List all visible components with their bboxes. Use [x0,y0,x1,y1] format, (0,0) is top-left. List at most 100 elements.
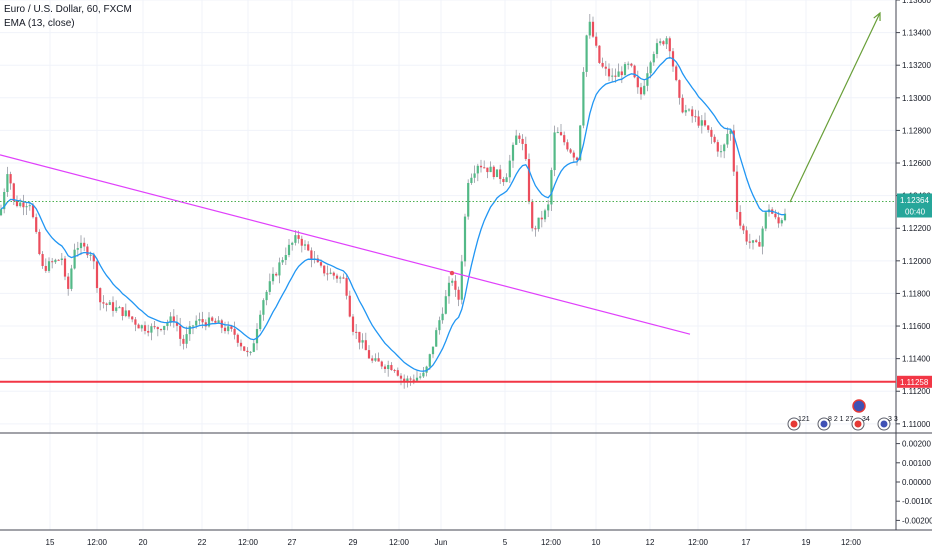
candle-body [364,340,367,351]
candle-body [569,149,572,153]
candle-body [67,276,70,289]
candle-body [518,135,521,139]
chart-legend: Euro / U.S. Dollar, 60, FXCM EMA (13, cl… [4,3,132,31]
breakout-marker [449,270,455,276]
candle-body [262,300,265,315]
candle-body [444,296,447,314]
candle-body [105,303,108,305]
candle-body [655,43,659,55]
candle-body [412,379,415,381]
candle-body [223,327,227,332]
price-labels: 1.12364 00:40 1.11258 [897,193,932,388]
candle-body [207,317,211,327]
event-flag-icon-fill [854,420,862,428]
candle-body [505,177,508,183]
candle-body [684,110,687,113]
candle-body [0,209,3,216]
candle-body [326,273,329,275]
candle-body [630,63,633,66]
candle-body [758,241,761,247]
candle-body [431,346,435,355]
candle-body [393,370,396,372]
candle-body [121,307,124,316]
candle-body [502,178,505,183]
x-tick-label: Jun [435,538,448,547]
candle-body [732,130,735,172]
candle-body [748,241,751,243]
candle-body [153,326,156,328]
y-tick-label: 1.12200 [902,224,931,233]
y-tick-label: 1.13200 [902,61,931,70]
candle-body [774,213,777,218]
candle-body [563,135,566,143]
candle-body [745,230,748,242]
candle-body [598,45,601,63]
candle-body [239,342,243,347]
candle-body [35,217,38,232]
candle-body [607,68,611,77]
y-tick-label: 1.12000 [902,257,931,266]
candle-body [147,330,150,333]
y-tick-label: 1.12600 [902,159,931,168]
candle-body [140,325,143,329]
y-tick-label: 1.13600 [902,0,931,5]
candle-body [134,319,137,325]
candle-body [22,202,25,208]
candle-body [406,378,409,382]
candle-body [111,302,115,311]
candle-body [51,261,54,263]
candle-body [3,192,6,210]
y-tick-label: 1.13000 [902,94,931,103]
candle-body [649,62,652,74]
candle-body [217,320,220,323]
candle-body [643,85,646,95]
candle-body [367,350,371,359]
candle-body [575,157,579,161]
candle-body [131,316,134,320]
candle-body [556,132,559,134]
candle-body [783,213,787,221]
candle-body [28,205,31,207]
candle-body [639,87,643,95]
support-price-label: 1.11258 [900,378,929,387]
candle-body [739,211,742,226]
candle-body [508,160,511,178]
candle-body [694,116,697,118]
candle-body [195,320,198,326]
candle-body [451,280,454,283]
candle-body [361,340,364,343]
candle-body [70,268,73,289]
candle-body [460,261,463,300]
x-tick-label: 12:00 [238,538,259,547]
candle-body [19,202,22,207]
y-tick-label: 0.00200 [902,440,931,449]
candle-body [355,331,358,333]
candle-body [521,138,524,144]
candle-body [179,325,182,339]
candle-body [163,325,166,330]
candle-body [383,366,387,370]
candle-body [294,235,297,243]
candle-body [761,228,764,247]
candle-body [348,295,351,317]
candle-body [57,259,60,261]
candle-body [115,307,118,311]
candle-body [201,319,204,323]
event-count-label: 121 [798,416,810,423]
candle-body [287,244,291,256]
indicator-label: EMA (13, close) [4,18,75,29]
candle-body [425,366,428,373]
event-flag-icon [852,399,866,413]
candle-body [681,97,684,113]
candle-body [585,35,588,72]
candle-body [668,38,671,52]
candle-body [243,346,246,351]
candle-body [614,75,617,77]
candle-body [307,244,310,251]
candle-body [435,330,438,347]
candle-body [9,174,12,184]
candle-body [710,129,713,137]
candle-body [319,262,323,266]
